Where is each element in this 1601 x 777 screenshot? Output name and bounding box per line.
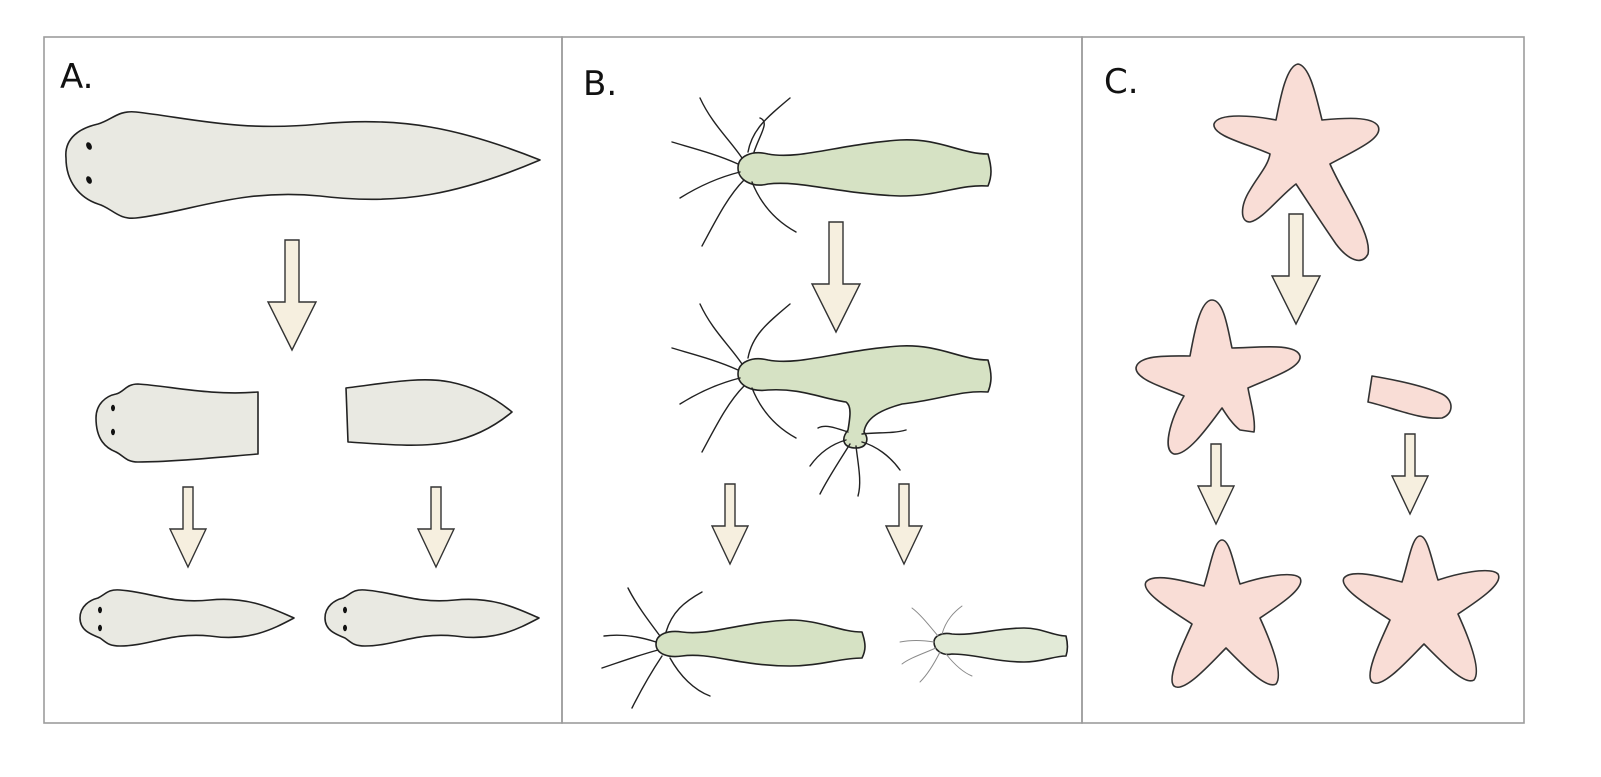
starfish-detached-arm [1367, 375, 1452, 419]
arrow-b-left [711, 483, 749, 565]
panel-c-label: C. [1104, 62, 1139, 102]
starfish-regenerated-right [1342, 535, 1500, 685]
planaria-regenerated-left [79, 589, 295, 647]
panel-b-label: B. [583, 64, 617, 104]
starfish-regenerated-left [1144, 539, 1302, 689]
starfish-missing-arm [1135, 299, 1301, 455]
hydra-parent [671, 97, 992, 247]
panel-c-frame [1081, 36, 1525, 724]
planaria-regenerated-right [324, 589, 540, 647]
hydra-new-small [899, 605, 1069, 683]
arrow-b-right [885, 483, 923, 565]
arrow-a-cut [267, 239, 317, 351]
arrow-a-left [169, 486, 207, 568]
arrow-c-right [1391, 433, 1429, 515]
arrow-b-bud [811, 221, 861, 333]
planaria-tail-fragment [345, 379, 513, 446]
planaria-whole [65, 110, 541, 219]
arrow-c-left [1197, 443, 1235, 525]
hydra-adult [601, 587, 866, 709]
arrow-c-cut [1271, 213, 1321, 325]
hydra-with-bud [671, 303, 992, 497]
arrow-a-right [417, 486, 455, 568]
planaria-head-fragment [95, 383, 259, 463]
panel-a-label: A. [60, 57, 93, 97]
starfish-whole [1213, 63, 1380, 262]
